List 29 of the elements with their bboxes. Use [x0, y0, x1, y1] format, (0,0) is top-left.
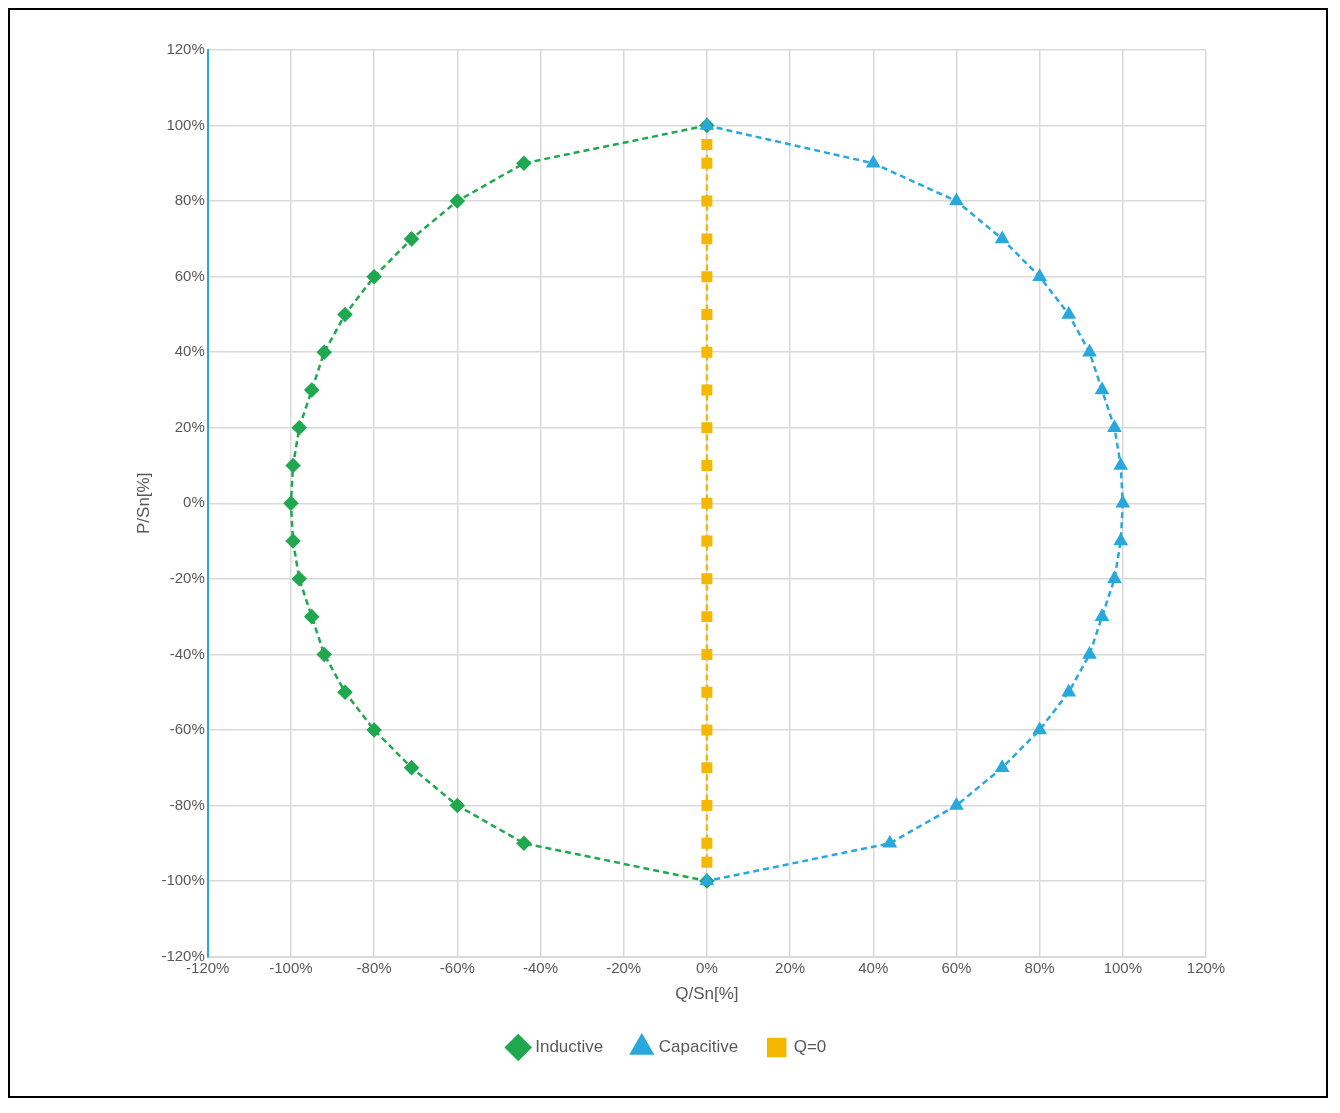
legend-label: Inductive: [535, 1037, 604, 1057]
x-tick-label: 120%: [1186, 958, 1226, 976]
x-tick-label: 100%: [1103, 958, 1142, 976]
x-tick-label: -40%: [522, 958, 559, 976]
y-tick-label: -80%: [169, 795, 205, 813]
y-tick-label: 120%: [166, 40, 205, 58]
legend-label: Q=0: [793, 1037, 827, 1057]
x-axis-title: Q/Sn[%]: [675, 984, 739, 1004]
y-axis-title: P/Sn[%]: [133, 472, 153, 535]
x-tick-label: -100%: [269, 958, 313, 976]
y-tick-label: -20%: [169, 568, 205, 586]
y-tick-label: -60%: [169, 720, 205, 738]
y-tick-label: 40%: [174, 342, 205, 360]
y-tick-label: 20%: [174, 417, 205, 435]
x-tick-label: -20%: [606, 958, 642, 976]
x-tick-label: 40%: [858, 958, 889, 976]
y-tick-label: 80%: [174, 191, 205, 209]
x-tick-label: 20%: [775, 958, 806, 976]
y-tick-label: 100%: [166, 115, 205, 133]
y-tick-label: -100%: [161, 871, 205, 889]
x-tick-label: 60%: [941, 958, 972, 976]
y-tick-label: -40%: [169, 644, 205, 662]
x-tick-label: -60%: [439, 958, 475, 976]
legend-label: Capacitive: [658, 1037, 739, 1057]
x-tick-label: 0%: [696, 958, 718, 976]
y-tick-label: 60%: [174, 266, 205, 284]
x-tick-label: 80%: [1024, 958, 1055, 976]
x-tick-label: -80%: [356, 958, 392, 976]
y-tick-label: 0%: [183, 493, 205, 511]
